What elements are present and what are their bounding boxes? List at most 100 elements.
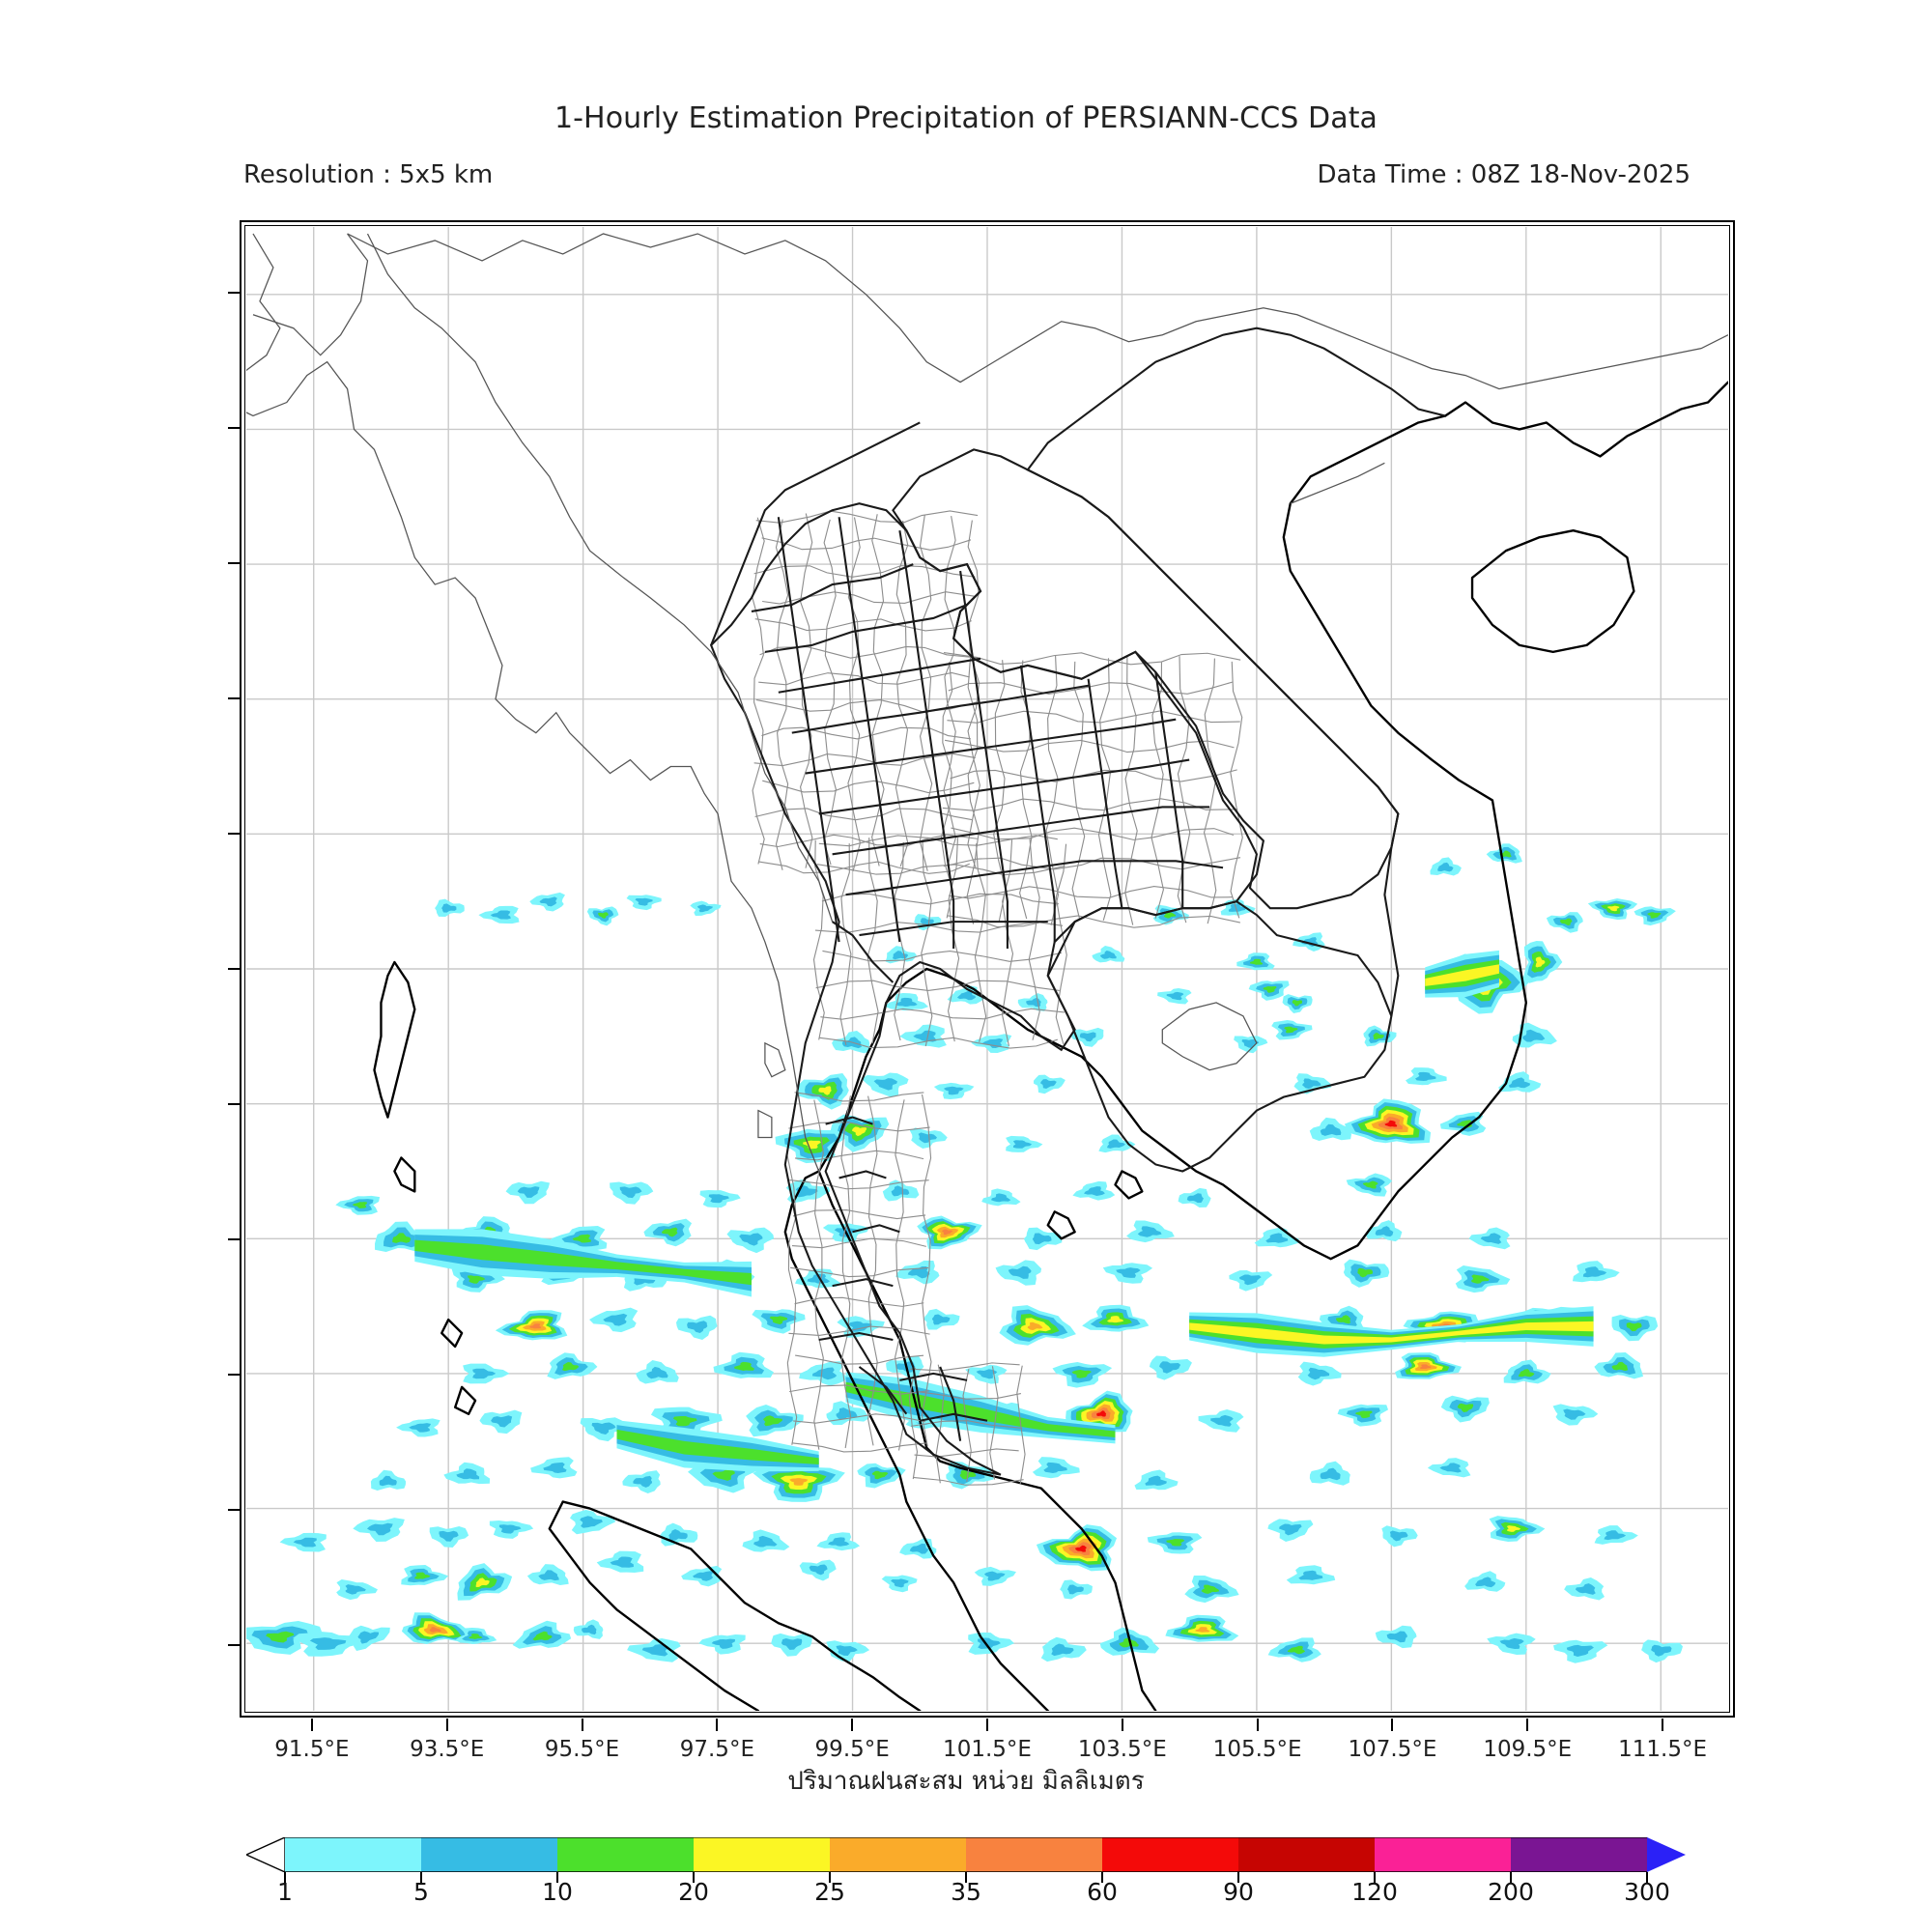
south-china-coast [1443,381,1728,458]
y-tick-mark [228,968,241,970]
thailand-north-districts-h0 [757,861,970,874]
y-tick-mark [228,1644,241,1646]
thailand-northeast-districts-h8 [948,681,1233,695]
thailand-central-districts-h6 [816,864,1065,876]
y-tick-mark [228,427,241,429]
precip-cell-85 [1503,1359,1551,1384]
precip-cell-130 [981,1188,1021,1207]
colorbar[interactable] [246,1837,1686,1872]
thailand-south-districts-h10 [794,1150,924,1161]
myanmar-interior [366,233,834,923]
thailand-province-line-18 [852,1224,900,1234]
thailand-north-districts-v8 [943,516,956,866]
precip-cell-50 [443,1462,491,1485]
vietnam-laos-china-border [1026,327,1446,848]
thailand-west-border-south [832,921,895,983]
thailand-north-districts-h3 [762,780,975,794]
thailand-north-districts-h9 [754,618,972,632]
precip-cell-28 [974,1566,1016,1586]
precip-cell-14 [1165,1614,1239,1642]
thailand-south-districts-v5 [921,1094,932,1447]
colorbar-tick-mark [1101,1872,1103,1883]
x-tick-label: 103.5°E [1077,1737,1167,1762]
nicobar-north [440,1318,464,1349]
page-title: 1-Hourly Estimation Precipitation of PER… [554,101,1378,135]
thailand-north-districts-v7 [919,515,933,871]
bangladesh-outline [252,233,369,356]
precip-cell-105 [895,1260,940,1285]
thailand-northeast-districts-v5 [1071,661,1086,921]
thailand-province-line-19 [832,1278,894,1288]
precip-cell-164 [1522,940,1563,983]
precip-cell-18 [1552,1639,1608,1663]
precip-cell-47 [1489,1516,1546,1543]
thailand-south-districts-h1 [793,1413,926,1424]
thailand-northeast-districts-v7 [1124,656,1138,925]
thailand-central-districts-h3 [822,950,1063,962]
precip-cell-136 [909,1127,948,1149]
precip-cell-137 [1006,1135,1043,1152]
thailand-central-districts-v8 [1028,838,1040,1040]
x-tick-label: 99.5°E [814,1737,890,1762]
thailand-south-districts-v2 [840,1095,852,1449]
map-plot-area[interactable] [240,220,1735,1718]
thailand-central-districts-v7 [1001,839,1014,1046]
precip-cell-180 [626,895,662,911]
precip-cell-121 [1254,1227,1299,1248]
coastline-layer [373,381,1728,1711]
precip-cell-0 [246,1621,323,1655]
precip-cell-2 [348,1625,390,1652]
precip-cell-82 [1149,1355,1192,1380]
precip-cell-167 [1236,952,1275,971]
koh-kong-island [1114,1170,1144,1200]
x-tick-mark [1662,1719,1664,1731]
x-tick-mark [1526,1719,1529,1731]
thailand-south-districts-h9 [789,1179,929,1190]
thailand-north-districts-v0 [752,517,765,865]
thailand-northeast-districts-v11 [1230,661,1243,919]
precip-cell-116 [726,1227,775,1254]
resolution-label: Resolution : 5x5 km [243,160,494,189]
colorbar-tick-labels: 1 5 10 20 25 35 60 90 120 200 300 [246,1878,1686,1917]
precip-cell-54 [753,1464,845,1502]
thailand-northeast-districts-h5 [950,769,1237,782]
y-tick-mark [228,1238,241,1240]
precip-cell-99 [1611,1315,1659,1342]
thailand-south-districts-h12 [794,1092,924,1102]
precip-cell-178 [529,892,565,912]
district-boundary-layer [752,510,1243,1486]
thailand-province-line-5 [818,758,1190,815]
precip-cell-63 [580,1417,629,1442]
precip-cell-139 [1309,1117,1351,1142]
precip-cell-60 [1427,1458,1471,1478]
malaysia-north-districts-v3 [989,1366,999,1480]
x-tick-label: 109.5°E [1483,1737,1573,1762]
x-tick-mark [716,1719,719,1731]
y-tick-mark [228,833,241,835]
precip-cell-6 [573,1619,604,1639]
precip-cell-49 [370,1469,407,1491]
colorbar-tick-mark [420,1872,422,1883]
colorbar-tick-mark [693,1872,695,1883]
precip-cell-57 [1032,1457,1080,1479]
y-tick-mark [228,697,241,699]
precip-cell-72 [1440,1395,1490,1423]
x-tick-mark [986,1719,988,1731]
precip-cell-76 [636,1359,679,1384]
precip-cell-19 [1641,1639,1684,1663]
thailand-south-districts-h2 [789,1384,929,1395]
thailand-province-line-9 [777,517,840,943]
precip-cell-80 [965,1364,1008,1384]
precip-cell-93 [999,1305,1076,1346]
precip-cell-115 [643,1218,693,1247]
precip-cell-171 [1634,906,1676,926]
precip-cell-61 [396,1418,440,1437]
precip-cell-71 [1337,1404,1389,1427]
x-tick-label: 111.5°E [1618,1737,1708,1762]
colorbar-tick-mark [829,1872,831,1883]
precip-cell-176 [1486,843,1522,864]
x-tick-mark [581,1719,583,1731]
x-tick-label: 95.5°E [544,1737,620,1762]
malaysia-north-districts-h3 [916,1390,1021,1400]
thailand-central-districts-h2 [815,980,1060,992]
